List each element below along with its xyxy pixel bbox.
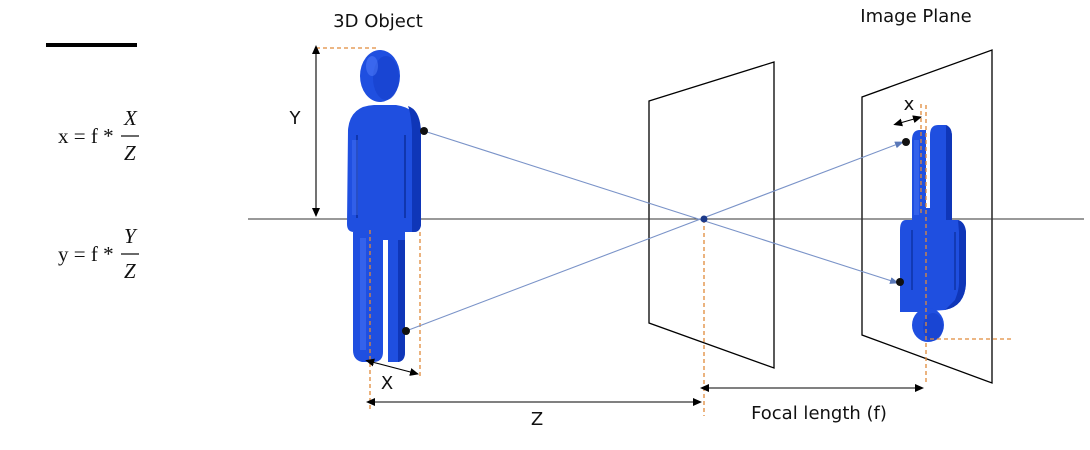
pinhole-plane — [648, 61, 775, 369]
pinhole-point — [700, 215, 708, 223]
formula-y: y = f * Y Z — [58, 224, 139, 283]
image-x-label: x — [904, 94, 915, 115]
projection-rays — [405, 130, 904, 332]
formula-x: x = f * X Z — [58, 106, 139, 165]
formula-x-lhs: x = f * — [58, 124, 114, 148]
object-bottom-point — [402, 327, 410, 335]
z-label: Z — [531, 409, 543, 430]
object-top-point — [420, 127, 428, 135]
object-figure — [347, 50, 421, 362]
x-label: X — [381, 373, 393, 394]
image-plane — [861, 49, 993, 384]
y-label: Y — [289, 108, 302, 129]
dimension-arrows — [312, 45, 924, 406]
image-x-arrow — [893, 115, 922, 127]
formula-x-denominator: Z — [124, 141, 136, 165]
formula-y-denominator: Z — [124, 259, 136, 283]
formula-x-numerator: X — [123, 106, 138, 130]
focal-length-label: Focal length (f) — [751, 403, 887, 424]
dashed-guides — [316, 47, 1012, 416]
image-top-point — [902, 138, 910, 146]
object-title: 3D Object — [333, 11, 423, 32]
x-width-arrow — [365, 358, 419, 376]
image-figure — [900, 125, 966, 342]
image-plane-title: Image Plane — [860, 6, 971, 27]
image-bottom-point — [896, 278, 904, 286]
formula-y-lhs: y = f * — [58, 242, 114, 266]
formula-y-numerator: Y — [124, 224, 138, 248]
